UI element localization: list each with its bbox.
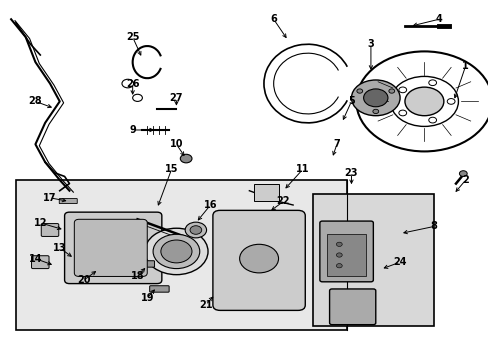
FancyBboxPatch shape	[149, 286, 169, 292]
Circle shape	[428, 117, 436, 123]
Text: 28: 28	[29, 96, 42, 107]
FancyBboxPatch shape	[312, 194, 433, 327]
Circle shape	[388, 89, 394, 93]
FancyBboxPatch shape	[326, 234, 366, 276]
Text: 21: 21	[199, 300, 212, 310]
Circle shape	[458, 171, 466, 176]
FancyBboxPatch shape	[212, 210, 305, 310]
Text: 26: 26	[126, 78, 139, 89]
Text: 15: 15	[164, 164, 178, 174]
Text: 24: 24	[392, 257, 406, 267]
Text: 11: 11	[296, 164, 309, 174]
Circle shape	[447, 99, 454, 104]
Text: 18: 18	[130, 271, 144, 282]
Circle shape	[144, 228, 207, 275]
FancyBboxPatch shape	[16, 180, 346, 330]
FancyBboxPatch shape	[41, 224, 59, 237]
Text: 2: 2	[462, 175, 468, 185]
Text: 14: 14	[29, 253, 42, 264]
Text: 7: 7	[333, 139, 340, 149]
Text: 1: 1	[462, 61, 468, 71]
Circle shape	[398, 110, 406, 116]
Text: 23: 23	[344, 168, 358, 178]
Circle shape	[185, 222, 206, 238]
FancyBboxPatch shape	[96, 268, 116, 274]
Circle shape	[153, 234, 200, 269]
Circle shape	[356, 89, 362, 93]
FancyBboxPatch shape	[59, 199, 77, 203]
Circle shape	[404, 87, 443, 116]
FancyBboxPatch shape	[329, 289, 375, 325]
Text: 8: 8	[430, 221, 437, 231]
FancyBboxPatch shape	[64, 212, 162, 284]
FancyBboxPatch shape	[74, 219, 147, 276]
Text: 6: 6	[270, 14, 277, 24]
Circle shape	[190, 226, 201, 234]
Circle shape	[428, 80, 436, 86]
Text: 10: 10	[169, 139, 183, 149]
Text: 19: 19	[140, 293, 154, 303]
Circle shape	[336, 253, 342, 257]
Text: 4: 4	[435, 14, 442, 24]
Circle shape	[336, 264, 342, 268]
FancyBboxPatch shape	[319, 221, 372, 282]
Text: 13: 13	[53, 243, 66, 253]
Circle shape	[336, 242, 342, 247]
Text: 17: 17	[43, 193, 57, 203]
Text: 27: 27	[169, 93, 183, 103]
Circle shape	[398, 87, 406, 93]
Circle shape	[180, 154, 192, 163]
Text: 16: 16	[203, 200, 217, 210]
Circle shape	[161, 240, 192, 263]
FancyBboxPatch shape	[31, 256, 49, 269]
Circle shape	[351, 80, 399, 116]
Text: 22: 22	[276, 197, 289, 206]
FancyBboxPatch shape	[254, 184, 278, 202]
Text: 20: 20	[77, 275, 91, 285]
FancyBboxPatch shape	[135, 261, 154, 267]
Text: 5: 5	[347, 96, 354, 107]
Circle shape	[363, 89, 387, 107]
Text: 12: 12	[34, 218, 47, 228]
Circle shape	[239, 244, 278, 273]
Text: 9: 9	[129, 125, 136, 135]
Text: 25: 25	[126, 32, 139, 42]
Text: 3: 3	[367, 39, 373, 49]
Circle shape	[372, 109, 378, 113]
